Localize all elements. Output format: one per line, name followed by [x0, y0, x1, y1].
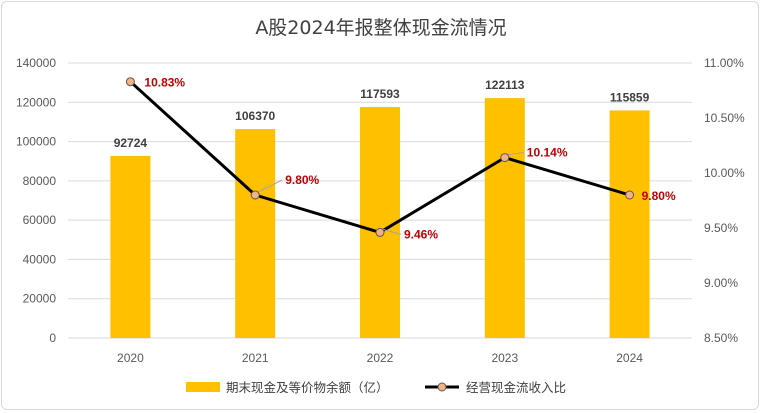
- bar: [110, 155, 151, 338]
- line-point: [500, 153, 510, 163]
- legend-bar-swatch: [186, 382, 220, 392]
- right-tick-label: 11.00%: [704, 56, 744, 70]
- left-tick-label: 40000: [23, 252, 57, 266]
- left-axis-ticks: 0 20000 40000 60000 80000 100000 120000 140000: [16, 56, 56, 345]
- left-tick-label: 60000: [23, 213, 57, 227]
- bar: [484, 98, 525, 338]
- bar-series: [110, 98, 650, 338]
- label-leader-line: [507, 152, 524, 156]
- line-point: [125, 77, 135, 87]
- label-leader-line: [257, 179, 283, 193]
- line-point: [250, 190, 260, 200]
- x-tick-label: 2021: [242, 351, 269, 365]
- legend-line-marker: [437, 382, 447, 392]
- left-tick-label: 20000: [23, 292, 57, 306]
- x-tick-label: 2020: [117, 351, 144, 365]
- bar-data-labels: 92724 106370 117593 122113 115859: [114, 78, 650, 150]
- x-tick-label: 2024: [616, 351, 643, 365]
- chart-title: A股2024年报整体现金流情况: [255, 17, 506, 39]
- bar-data-label: 117593: [360, 87, 400, 101]
- bar-data-label: 92724: [114, 136, 148, 150]
- line-point: [625, 190, 635, 200]
- x-axis-ticks: 2020 2021 2022 2023 2024: [117, 351, 643, 365]
- left-tick-label: 120000: [16, 95, 56, 109]
- line-point: [375, 227, 385, 237]
- left-tick-label: 140000: [16, 56, 56, 70]
- right-tick-label: 10.00%: [704, 166, 745, 180]
- right-tick-label: 8.50%: [704, 331, 738, 345]
- bar: [609, 110, 650, 338]
- x-tick-label: 2022: [367, 351, 394, 365]
- right-tick-label: 9.50%: [704, 221, 738, 235]
- line-series: 10.83% 9.80% 9.46% 10.14% 9.80%: [125, 76, 676, 241]
- left-tick-label: 100000: [16, 135, 56, 149]
- bar: [235, 129, 276, 338]
- left-tick-label: 0: [49, 331, 56, 345]
- bar: [360, 107, 400, 338]
- bar-data-label: 106370: [235, 109, 275, 123]
- line-data-label: 9.80%: [642, 189, 676, 203]
- label-leader-line: [382, 228, 402, 235]
- right-tick-label: 10.50%: [704, 111, 745, 125]
- right-axis-ticks: 8.50% 9.00% 9.50% 10.00% 10.50% 11.00%: [704, 56, 745, 345]
- bar-data-label: 115859: [610, 90, 650, 104]
- legend-bar-label: 期末现金及等价物余额（亿）: [226, 380, 389, 395]
- legend-line-label: 经营现金流收入比: [466, 380, 566, 395]
- line-data-label: 9.46%: [404, 227, 438, 241]
- right-tick-label: 9.00%: [704, 276, 738, 290]
- bar-data-label: 122113: [485, 78, 525, 92]
- left-tick-label: 80000: [23, 174, 57, 188]
- line-data-label: 10.14%: [527, 146, 568, 160]
- legend: 期末现金及等价物余额（亿） 经营现金流收入比: [186, 380, 566, 395]
- line-data-label: 9.80%: [285, 173, 319, 187]
- x-tick-label: 2023: [491, 351, 518, 365]
- line-data-label: 10.83%: [144, 76, 185, 90]
